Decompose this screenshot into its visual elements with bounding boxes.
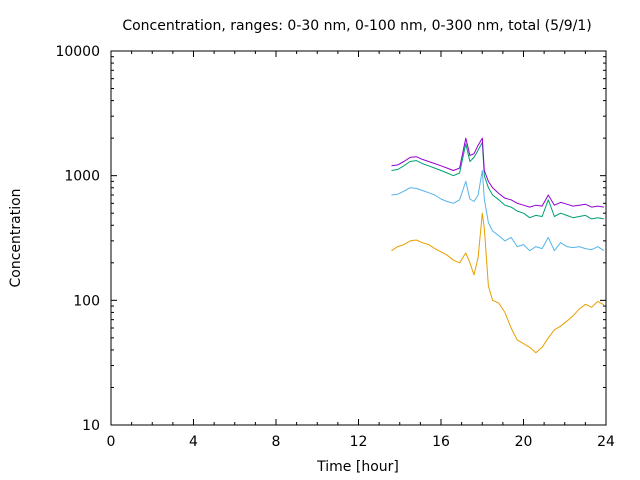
x-axis-label: Time [hour] (316, 459, 399, 475)
series-line-4 (391, 137, 604, 208)
series-line-2 (391, 170, 605, 252)
x-tick-label: 24 (597, 434, 615, 450)
chart-title: Concentration, ranges: 0-30 nm, 0-100 nm… (122, 18, 591, 34)
series-line-1 (391, 212, 605, 354)
y-tick-label: 100 (73, 293, 100, 309)
y-tick-label: 10 (82, 418, 100, 434)
x-tick-label: 4 (189, 434, 198, 450)
y-tick-label: 1000 (64, 169, 100, 185)
x-tick-label: 0 (107, 434, 116, 450)
y-tick-label: 10000 (55, 44, 100, 60)
series-line-3 (391, 141, 604, 220)
y-axis-label: Concentration (8, 188, 24, 287)
series-layer (391, 137, 605, 354)
plot-frame (110, 50, 607, 426)
x-tick-label: 12 (350, 434, 368, 450)
x-tick-label: 16 (432, 434, 450, 450)
x-tick-label: 8 (272, 434, 281, 450)
x-tick-label: 20 (515, 434, 533, 450)
axis-ticks: 0 4 8 12 16 20 24 10 100 1000 10000 (55, 44, 615, 450)
